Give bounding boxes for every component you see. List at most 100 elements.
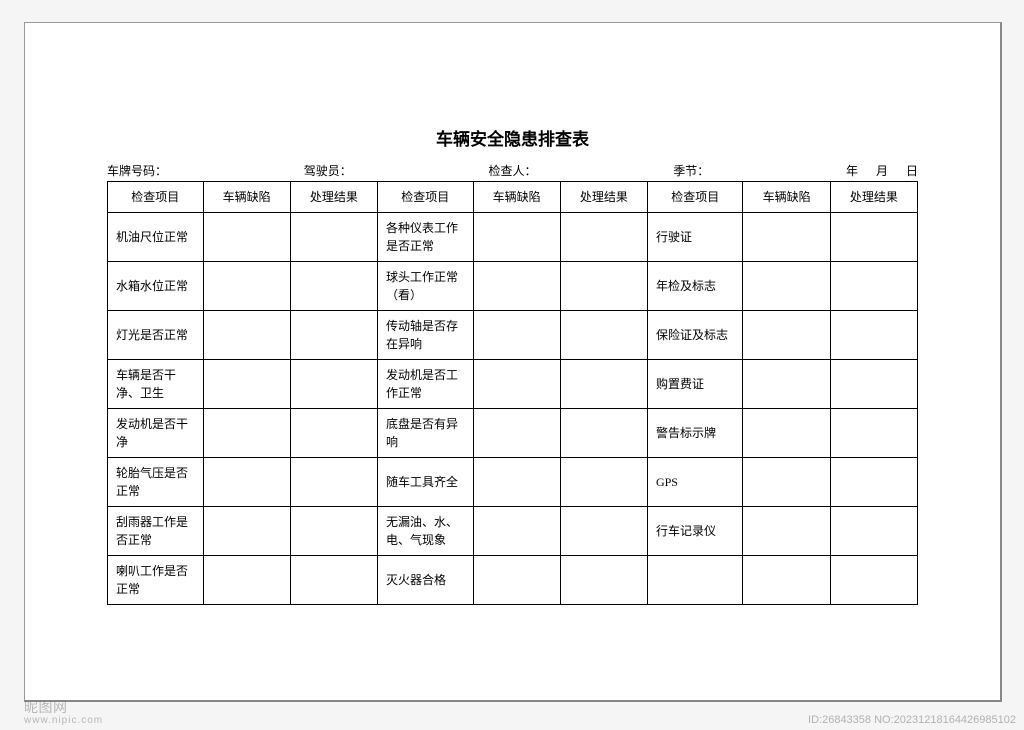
date-group: 年 月 日 — [846, 162, 918, 179]
table-cell: 轮胎气压是否正常 — [108, 458, 204, 507]
table-cell: 随车工具齐全 — [377, 458, 473, 507]
table-header-cell: 处理结果 — [830, 182, 917, 213]
table-cell — [830, 507, 917, 556]
table-cell — [647, 556, 743, 605]
table-header-cell: 检查项目 — [108, 182, 204, 213]
table-cell — [473, 213, 560, 262]
table-cell — [473, 458, 560, 507]
table-cell — [203, 262, 290, 311]
table-cell: 年检及标志 — [647, 262, 743, 311]
table-cell: 球头工作正常（看） — [377, 262, 473, 311]
table-cell — [290, 311, 377, 360]
table-cell — [560, 556, 647, 605]
table-cell — [830, 311, 917, 360]
table-cell — [560, 409, 647, 458]
table-header-row: 检查项目车辆缺陷处理结果检查项目车辆缺陷处理结果检查项目车辆缺陷处理结果 — [108, 182, 918, 213]
table-cell: 底盘是否有异响 — [377, 409, 473, 458]
table-cell — [290, 409, 377, 458]
table-cell: 各种仪表工作是否正常 — [377, 213, 473, 262]
table-cell — [830, 458, 917, 507]
table-cell — [290, 213, 377, 262]
table-cell — [743, 556, 830, 605]
table-cell — [743, 262, 830, 311]
inspector-label: 检查人： — [488, 162, 536, 179]
table-cell — [473, 409, 560, 458]
watermark-meta: ID:26843358 NO:20231218164426985102 — [808, 714, 1016, 726]
table-cell — [830, 556, 917, 605]
month-label: 月 — [876, 162, 888, 179]
table-cell — [560, 507, 647, 556]
table-cell — [290, 360, 377, 409]
table-row: 发动机是否干净 底盘是否有异响 警告标示牌 — [108, 409, 918, 458]
watermark: 昵图网 www.nipic.com — [24, 697, 103, 726]
table-cell — [830, 213, 917, 262]
table-row: 灯光是否正常 传动轴是否存在异响 保险证及标志 — [108, 311, 918, 360]
table-cell: 行车记录仪 — [647, 507, 743, 556]
table-header-cell: 检查项目 — [647, 182, 743, 213]
page-content: 车辆安全隐患排查表 车牌号码： 驾驶员： 检查人： 季节： 年 月 日 检查项目… — [25, 23, 1000, 700]
table-cell: 灯光是否正常 — [108, 311, 204, 360]
table-cell — [290, 262, 377, 311]
table-header-cell: 车辆缺陷 — [743, 182, 830, 213]
table-cell — [203, 507, 290, 556]
table-cell — [203, 360, 290, 409]
table-cell: 无漏油、水、电、气现象 — [377, 507, 473, 556]
table-cell: 刮雨器工作是否正常 — [108, 507, 204, 556]
table-cell — [743, 213, 830, 262]
table-cell — [473, 360, 560, 409]
table-header-cell: 检查项目 — [377, 182, 473, 213]
table-cell — [560, 213, 647, 262]
inspection-table: 检查项目车辆缺陷处理结果检查项目车辆缺陷处理结果检查项目车辆缺陷处理结果 机油尺… — [107, 181, 918, 605]
table-cell: 机油尺位正常 — [108, 213, 204, 262]
table-cell — [290, 458, 377, 507]
table-cell — [743, 458, 830, 507]
table-cell — [290, 507, 377, 556]
table-header-cell: 车辆缺陷 — [473, 182, 560, 213]
table-row: 刮雨器工作是否正常 无漏油、水、电、气现象 行车记录仪 — [108, 507, 918, 556]
table-cell: 灭火器合格 — [377, 556, 473, 605]
table-cell: 保险证及标志 — [647, 311, 743, 360]
info-row: 车牌号码： 驾驶员： 检查人： 季节： 年 月 日 — [107, 162, 918, 179]
table-cell — [830, 262, 917, 311]
table-cell — [743, 507, 830, 556]
table-cell — [560, 262, 647, 311]
table-row: 机油尺位正常各种仪表工作是否正常行驶证 — [108, 213, 918, 262]
watermark-main: 昵图网 — [24, 699, 68, 715]
driver-label: 驾驶员： — [304, 162, 352, 179]
plate-label: 车牌号码： — [107, 162, 167, 179]
table-cell: 水箱水位正常 — [108, 262, 204, 311]
table-cell — [203, 311, 290, 360]
table-cell — [830, 409, 917, 458]
table-cell — [203, 213, 290, 262]
table-cell: GPS — [647, 458, 743, 507]
table-row: 喇叭工作是否正常 灭火器合格 — [108, 556, 918, 605]
table-cell: 传动轴是否存在异响 — [377, 311, 473, 360]
table-header-cell: 处理结果 — [290, 182, 377, 213]
table-cell — [560, 360, 647, 409]
table-cell: 发动机是否干净 — [108, 409, 204, 458]
table-cell — [743, 360, 830, 409]
watermark-sub: www.nipic.com — [24, 715, 103, 726]
table-cell — [473, 311, 560, 360]
table-row: 水箱水位正常 球头工作正常（看） 年检及标志 — [108, 262, 918, 311]
table-cell — [743, 409, 830, 458]
table-cell: 发动机是否工作正常 — [377, 360, 473, 409]
table-cell: 车辆是否干净、卫生 — [108, 360, 204, 409]
table-row: 轮胎气压是否正常 随车工具齐全 GPS — [108, 458, 918, 507]
table-cell — [473, 262, 560, 311]
table-cell: 购置费证 — [647, 360, 743, 409]
document-title: 车辆安全隐患排查表 — [25, 125, 1000, 150]
table-cell — [830, 360, 917, 409]
table-cell: 喇叭工作是否正常 — [108, 556, 204, 605]
table-cell — [290, 556, 377, 605]
table-cell — [203, 409, 290, 458]
page-sheet: 车辆安全隐患排查表 车牌号码： 驾驶员： 检查人： 季节： 年 月 日 检查项目… — [24, 22, 1002, 702]
day-label: 日 — [906, 162, 918, 179]
table-cell — [473, 507, 560, 556]
table-cell: 警告标示牌 — [647, 409, 743, 458]
table-cell — [560, 458, 647, 507]
table-cell — [203, 458, 290, 507]
table-cell — [560, 311, 647, 360]
year-label: 年 — [846, 162, 858, 179]
table-cell — [743, 311, 830, 360]
